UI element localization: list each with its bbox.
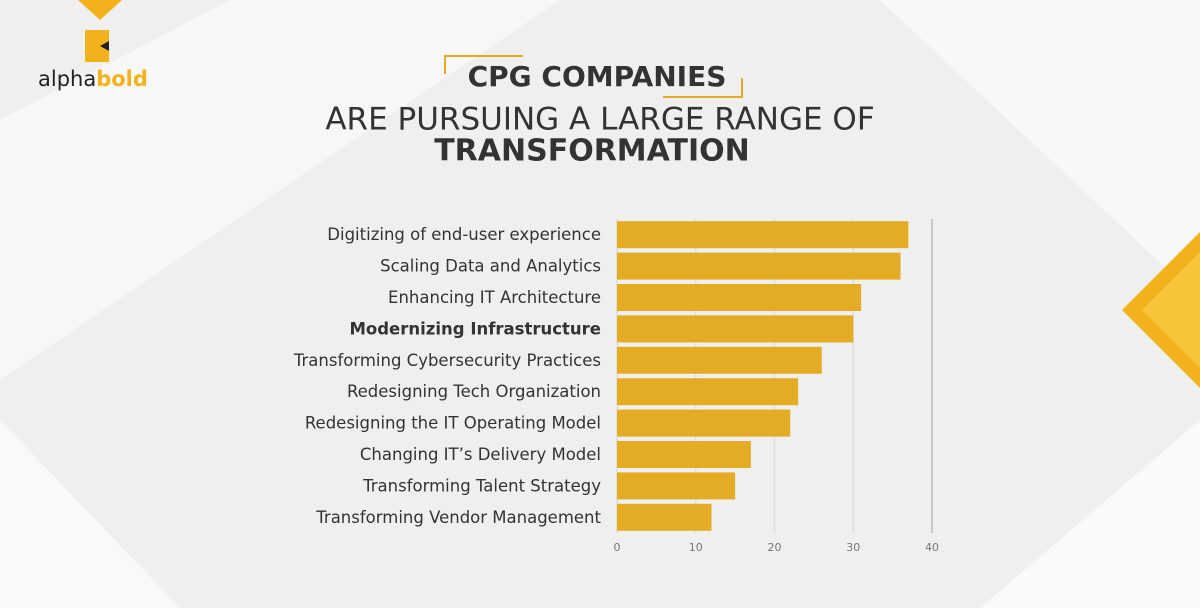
x-tick-label: 40 — [925, 541, 939, 554]
y-tick-label: Enhancing IT Architecture — [388, 288, 601, 307]
bar — [617, 221, 909, 249]
logo-icon — [100, 41, 109, 51]
bar — [617, 315, 854, 343]
plot: 0 10 20 30 40 Digitizing of end-user experien… — [293, 219, 939, 554]
bar — [617, 378, 799, 406]
x-tick-label: 0 — [614, 541, 621, 554]
bg-shape — [0, 420, 180, 608]
bg-shape — [980, 420, 1200, 608]
x-tick-label: 30 — [846, 541, 860, 554]
bar — [617, 503, 712, 531]
chart-title: ARE PURSUING A LARGE RANGE OF — [325, 102, 874, 138]
bg-shape — [880, 0, 1200, 300]
y-tick-label: Transforming Vendor Management — [315, 508, 601, 527]
title-bracket — [663, 78, 743, 98]
y-tick-label: Redesigning the IT Operating Model — [305, 414, 601, 433]
logo-word: alpha — [38, 67, 96, 91]
chart-title: TRANSFORMATION — [434, 134, 750, 169]
bar — [617, 472, 736, 500]
y-tick-label: Scaling Data and Analytics — [380, 257, 601, 276]
title-bracket — [444, 55, 523, 74]
chart-title: CPG COMPANIES — [468, 60, 727, 93]
y-tick-label: Changing IT’s Delivery Model — [360, 445, 601, 464]
y-tick-label: Transforming Talent Strategy — [362, 476, 601, 495]
logo-text: alphabold — [38, 67, 148, 91]
y-tick-label: Digitizing of end-user experience — [327, 225, 601, 244]
logo-triangle — [78, 0, 122, 20]
bg-shape — [0, 0, 560, 380]
bar — [617, 441, 751, 468]
bar — [617, 409, 791, 437]
y-tick-label: Transforming Cybersecurity Practices — [293, 351, 601, 370]
bar — [617, 346, 822, 374]
logo-word: bold — [96, 67, 148, 91]
bar — [617, 252, 901, 280]
deco-triangle — [1142, 252, 1200, 368]
x-tick-label: 20 — [768, 541, 782, 554]
x-tick-label: 10 — [689, 541, 703, 554]
y-tick-label: Modernizing Infrastructure — [349, 319, 601, 338]
y-tick-label: Redesigning Tech Organization — [347, 382, 601, 401]
bar — [617, 284, 862, 311]
